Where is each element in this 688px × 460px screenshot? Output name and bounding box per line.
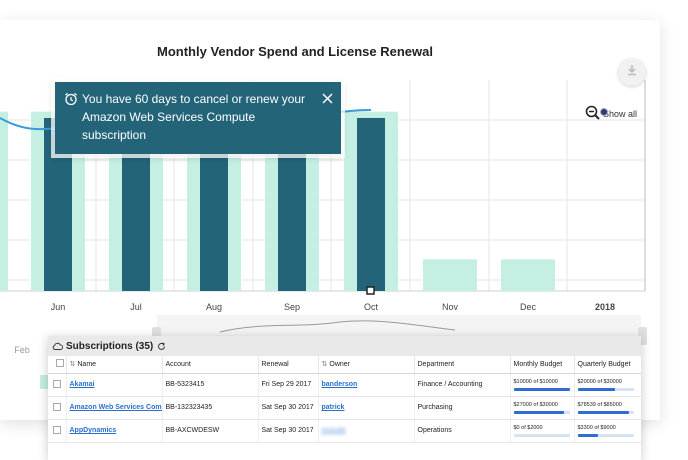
x-tick-label: Oct: [364, 302, 379, 312]
owner-link[interactable]: patrick: [318, 396, 415, 420]
table-row[interactable]: Akamai BB-5323415 Fri Sep 29 2017 banderson…: [48, 373, 641, 397]
quarterly-budget-cell: $78539 of $85000: [574, 396, 641, 420]
column-header-owner[interactable]: ⇅ Owner: [318, 356, 415, 374]
monthly-budget-cell: $10000 of $10000: [510, 373, 575, 397]
select-all-checkbox[interactable]: [48, 356, 67, 374]
account-cell: BB-5323415: [162, 373, 259, 397]
monthly-budget-bar: [513, 433, 570, 437]
download-icon: [626, 63, 638, 81]
bar-dark-oct[interactable]: [357, 117, 385, 291]
bar-light-partial: [0, 111, 8, 292]
table-row[interactable]: AppDynamics BB-AXCWDESW Sat Sep 30 2017 mni…: [48, 419, 641, 443]
sort-icon: ⇅: [69, 361, 76, 369]
data-point-marker[interactable]: [600, 108, 608, 116]
renewal-cell: Sat Sep 30 2017: [258, 419, 319, 443]
owner-link[interactable]: banderson: [318, 373, 415, 397]
quarterly-budget-bar: [577, 410, 634, 414]
monthly-budget-cell: $27000 of $30000: [510, 396, 575, 420]
navigator-label: Feb: [14, 345, 30, 355]
renewal-cell: Fri Sep 29 2017: [258, 373, 319, 397]
show-all-label: Show all: [603, 108, 638, 119]
bar-light-dec[interactable]: [501, 259, 555, 291]
quarterly-budget-bar: [577, 433, 634, 437]
monthly-budget-bar: [513, 410, 570, 414]
chart-title: Monthly Vendor Spend and License Renewal: [157, 44, 433, 59]
column-header-monthly-budget[interactable]: Monthly Budget: [510, 356, 575, 374]
x-tick-label: Aug: [206, 302, 222, 312]
row-checkbox[interactable]: [48, 396, 67, 420]
bar-marker: [366, 286, 375, 295]
tooltip-text: You have 60 days to cancel or renew your…: [82, 92, 306, 142]
quarterly-budget-cell: $3300 of $9000: [574, 419, 641, 443]
x-tick-label: Nov: [442, 302, 459, 312]
renewal-tooltip: You have 60 days to cancel or renew your…: [55, 82, 341, 154]
x-tick-label: Sep: [284, 302, 300, 312]
column-header-department[interactable]: Department: [414, 356, 511, 374]
x-tick-label: Jun: [51, 302, 66, 312]
department-cell: Purchasing: [414, 396, 511, 420]
show-all-button[interactable]: Show all: [585, 105, 637, 122]
owner-link[interactable]: mnicole: [318, 419, 415, 443]
column-header-name[interactable]: ⇅ Name: [66, 356, 163, 374]
subscriptions-panel: Subscriptions (35) ⇅ Name Account Renewal…: [48, 336, 641, 460]
subscriptions-title: Subscriptions (35): [66, 340, 154, 352]
refresh-icon[interactable]: [157, 341, 166, 351]
row-checkbox[interactable]: [48, 373, 67, 397]
vendor-name-link[interactable]: Amazon Web Services Compu: [66, 396, 163, 420]
subscriptions-table: ⇅ Name Account Renewal ⇅ Owner Department …: [48, 356, 641, 443]
quarterly-budget-bar: [577, 387, 634, 391]
alarm-clock-icon: [64, 92, 78, 111]
table-row[interactable]: Amazon Web Services Compu BB-132323435 Sat…: [48, 396, 641, 420]
x-tick-label: 2018: [595, 302, 615, 312]
renewal-cell: Sat Sep 30 2017: [258, 396, 319, 420]
sort-icon: ⇅: [321, 361, 328, 369]
close-icon[interactable]: [322, 91, 333, 109]
column-header-renewal[interactable]: Renewal: [258, 356, 319, 374]
x-tick-label: Dec: [520, 302, 537, 312]
table-header-row: ⇅ Name Account Renewal ⇅ Owner Department …: [48, 356, 641, 374]
monthly-budget-bar: [513, 387, 570, 391]
row-checkbox[interactable]: [48, 419, 67, 443]
x-tick-label: Jul: [130, 302, 142, 312]
bar-light-nov[interactable]: [423, 259, 477, 291]
vendor-name-link[interactable]: Akamai: [66, 373, 163, 397]
navigator-right-handle[interactable]: [638, 327, 647, 345]
vendor-name-link[interactable]: AppDynamics: [66, 419, 163, 443]
subscriptions-header: Subscriptions (35): [48, 336, 641, 356]
navigator-window[interactable]: [157, 315, 641, 337]
column-header-account[interactable]: Account: [162, 356, 259, 374]
account-cell: BB-132323435: [162, 396, 259, 420]
department-cell: Operations: [414, 419, 511, 443]
download-button[interactable]: [618, 58, 646, 86]
navigator-bar: [40, 375, 48, 389]
column-header-quarterly-budget[interactable]: Quarterly Budget: [574, 356, 641, 374]
account-cell: BB-AXCWDESW: [162, 419, 259, 443]
department-cell: Finance / Accounting: [414, 373, 511, 397]
zoom-out-icon: [585, 105, 600, 122]
cloud-icon: [52, 342, 63, 350]
navigator-line: [219, 320, 456, 333]
monthly-budget-cell: $0 of $2000: [510, 419, 575, 443]
quarterly-budget-cell: $20000 of $30000: [574, 373, 641, 397]
